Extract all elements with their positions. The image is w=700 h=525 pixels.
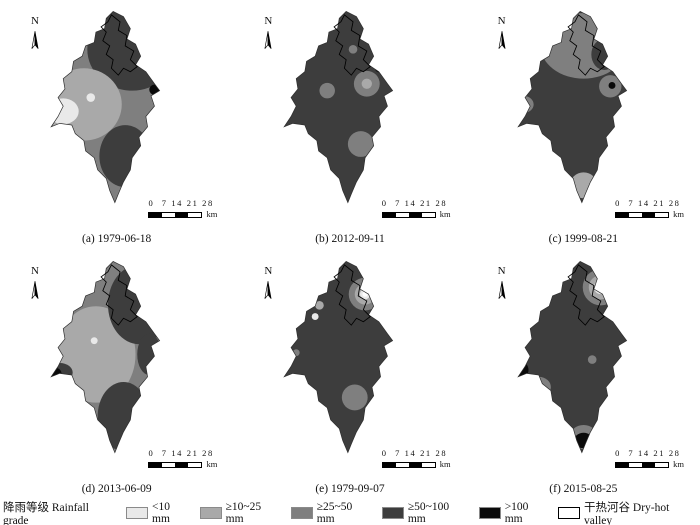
scale-bar: 0 7 14 21 28 km	[381, 197, 451, 220]
map-f	[516, 261, 627, 454]
panel-grid: N 0	[0, 0, 700, 500]
scale-unit: km	[673, 209, 684, 220]
north-label: N	[264, 15, 273, 27]
north-arrow: N	[261, 266, 275, 301]
panel-caption: (d) 2013-06-09	[81, 483, 152, 495]
panel-caption: (b) 2012-09-11	[315, 233, 385, 245]
scale-bar-segments	[615, 461, 670, 468]
north-label: N	[31, 15, 39, 27]
scale-unit: km	[673, 459, 684, 470]
legend-swatch	[126, 506, 149, 519]
scale-bar-segments	[381, 211, 436, 218]
dry-hot-valley-outline	[100, 264, 138, 326]
legend-swatch	[199, 506, 222, 519]
dry-hot-valley-outline	[100, 14, 138, 76]
scale-ticks: 0 7 14 21 28	[615, 447, 681, 458]
scale-bar-segments	[615, 211, 670, 218]
panel-caption: (f) 2015-08-25	[549, 483, 618, 495]
scale-ticks: 0 7 14 21 28	[148, 447, 214, 458]
north-arrow: N	[495, 16, 509, 51]
scale-unit: km	[439, 209, 451, 220]
legend-label: ≥10~25 mm	[225, 500, 262, 525]
north-arrow: N	[495, 266, 509, 301]
scale-bar-segments	[148, 461, 203, 468]
map-c	[516, 11, 627, 204]
north-arrow: N	[28, 16, 42, 51]
legend-item: <10 mm	[126, 501, 191, 525]
scale-bar: 0 7 14 21 28 km	[615, 448, 684, 470]
legend-item: >100 mm	[478, 500, 549, 525]
north-label: N	[31, 265, 39, 277]
legend-item: ≥10~25 mm	[199, 500, 282, 525]
panel-b: N 0	[233, 0, 466, 250]
legend-swatch-dry-hot-valley	[558, 506, 581, 519]
panel-a: N 0	[0, 0, 233, 250]
legend: 降雨等级 Rainfall grade <10 mm ≥10~25 mm ≥25…	[0, 500, 700, 525]
legend-item: 干热河谷 Dry-hot valley	[558, 499, 700, 525]
map-b	[283, 11, 394, 204]
north-arrow-icon	[264, 281, 272, 299]
scale-bar: 0 7 14 21 28 km	[615, 198, 684, 220]
panel-d: N	[0, 250, 233, 500]
dry-hot-valley-outline	[333, 264, 372, 326]
scale-bar: 0 7 14 21 28 km	[381, 447, 451, 470]
map-a	[50, 11, 161, 204]
north-arrow: N	[261, 16, 275, 51]
scale-ticks: 0 7 14 21 28	[615, 197, 681, 208]
panel-f: N	[467, 250, 700, 500]
north-arrow: N	[28, 266, 42, 301]
scale-bar: 0 7 14 21 28 km	[148, 448, 217, 470]
dry-hot-valley-outline	[567, 264, 605, 326]
legend-item: ≥25~50 mm	[290, 500, 373, 525]
scale-unit: km	[206, 209, 218, 220]
panel-caption: (c) 1999-08-21	[548, 233, 618, 245]
map-d	[50, 261, 161, 454]
dry-hot-valley-outline	[567, 14, 605, 76]
panel-c: N 0	[467, 0, 700, 250]
legend-label: 干热河谷 Dry-hot valley	[584, 501, 670, 525]
scale-bar: 0 7 14 21 28 km	[148, 198, 217, 220]
legend-label: ≥25~50 mm	[316, 500, 353, 525]
north-label: N	[264, 265, 273, 277]
legend-label: >100 mm	[504, 500, 529, 525]
legend-label: <10 mm	[152, 500, 171, 525]
north-label: N	[497, 265, 506, 277]
dry-hot-valley-outline	[333, 14, 372, 76]
north-arrow-icon	[31, 281, 39, 299]
scale-unit: km	[439, 459, 451, 470]
scale-bar-segments	[148, 211, 203, 218]
scale-ticks: 0 7 14 21 28	[381, 197, 448, 208]
north-arrow-icon	[498, 281, 506, 299]
scale-ticks: 0 7 14 21 28	[381, 447, 448, 458]
north-arrow-icon	[31, 31, 39, 49]
scale-ticks: 0 7 14 21 28	[148, 197, 214, 208]
legend-swatch	[381, 506, 404, 519]
legend-label: ≥50~100 mm	[407, 500, 450, 525]
map-e	[283, 261, 394, 454]
legend-item: ≥50~100 mm	[381, 500, 470, 525]
scale-bar-segments	[381, 461, 436, 468]
panel-e: N	[233, 250, 466, 500]
north-arrow-icon	[264, 31, 272, 49]
legend-title: 降雨等级 Rainfall grade	[3, 501, 89, 525]
legend-swatch	[478, 506, 501, 519]
panel-caption: (e) 1979-09-07	[315, 483, 385, 495]
north-label: N	[497, 15, 506, 27]
north-arrow-icon	[498, 31, 506, 49]
legend-swatch	[290, 506, 313, 519]
scale-unit: km	[206, 459, 218, 470]
panel-caption: (a) 1979-06-18	[82, 233, 152, 245]
